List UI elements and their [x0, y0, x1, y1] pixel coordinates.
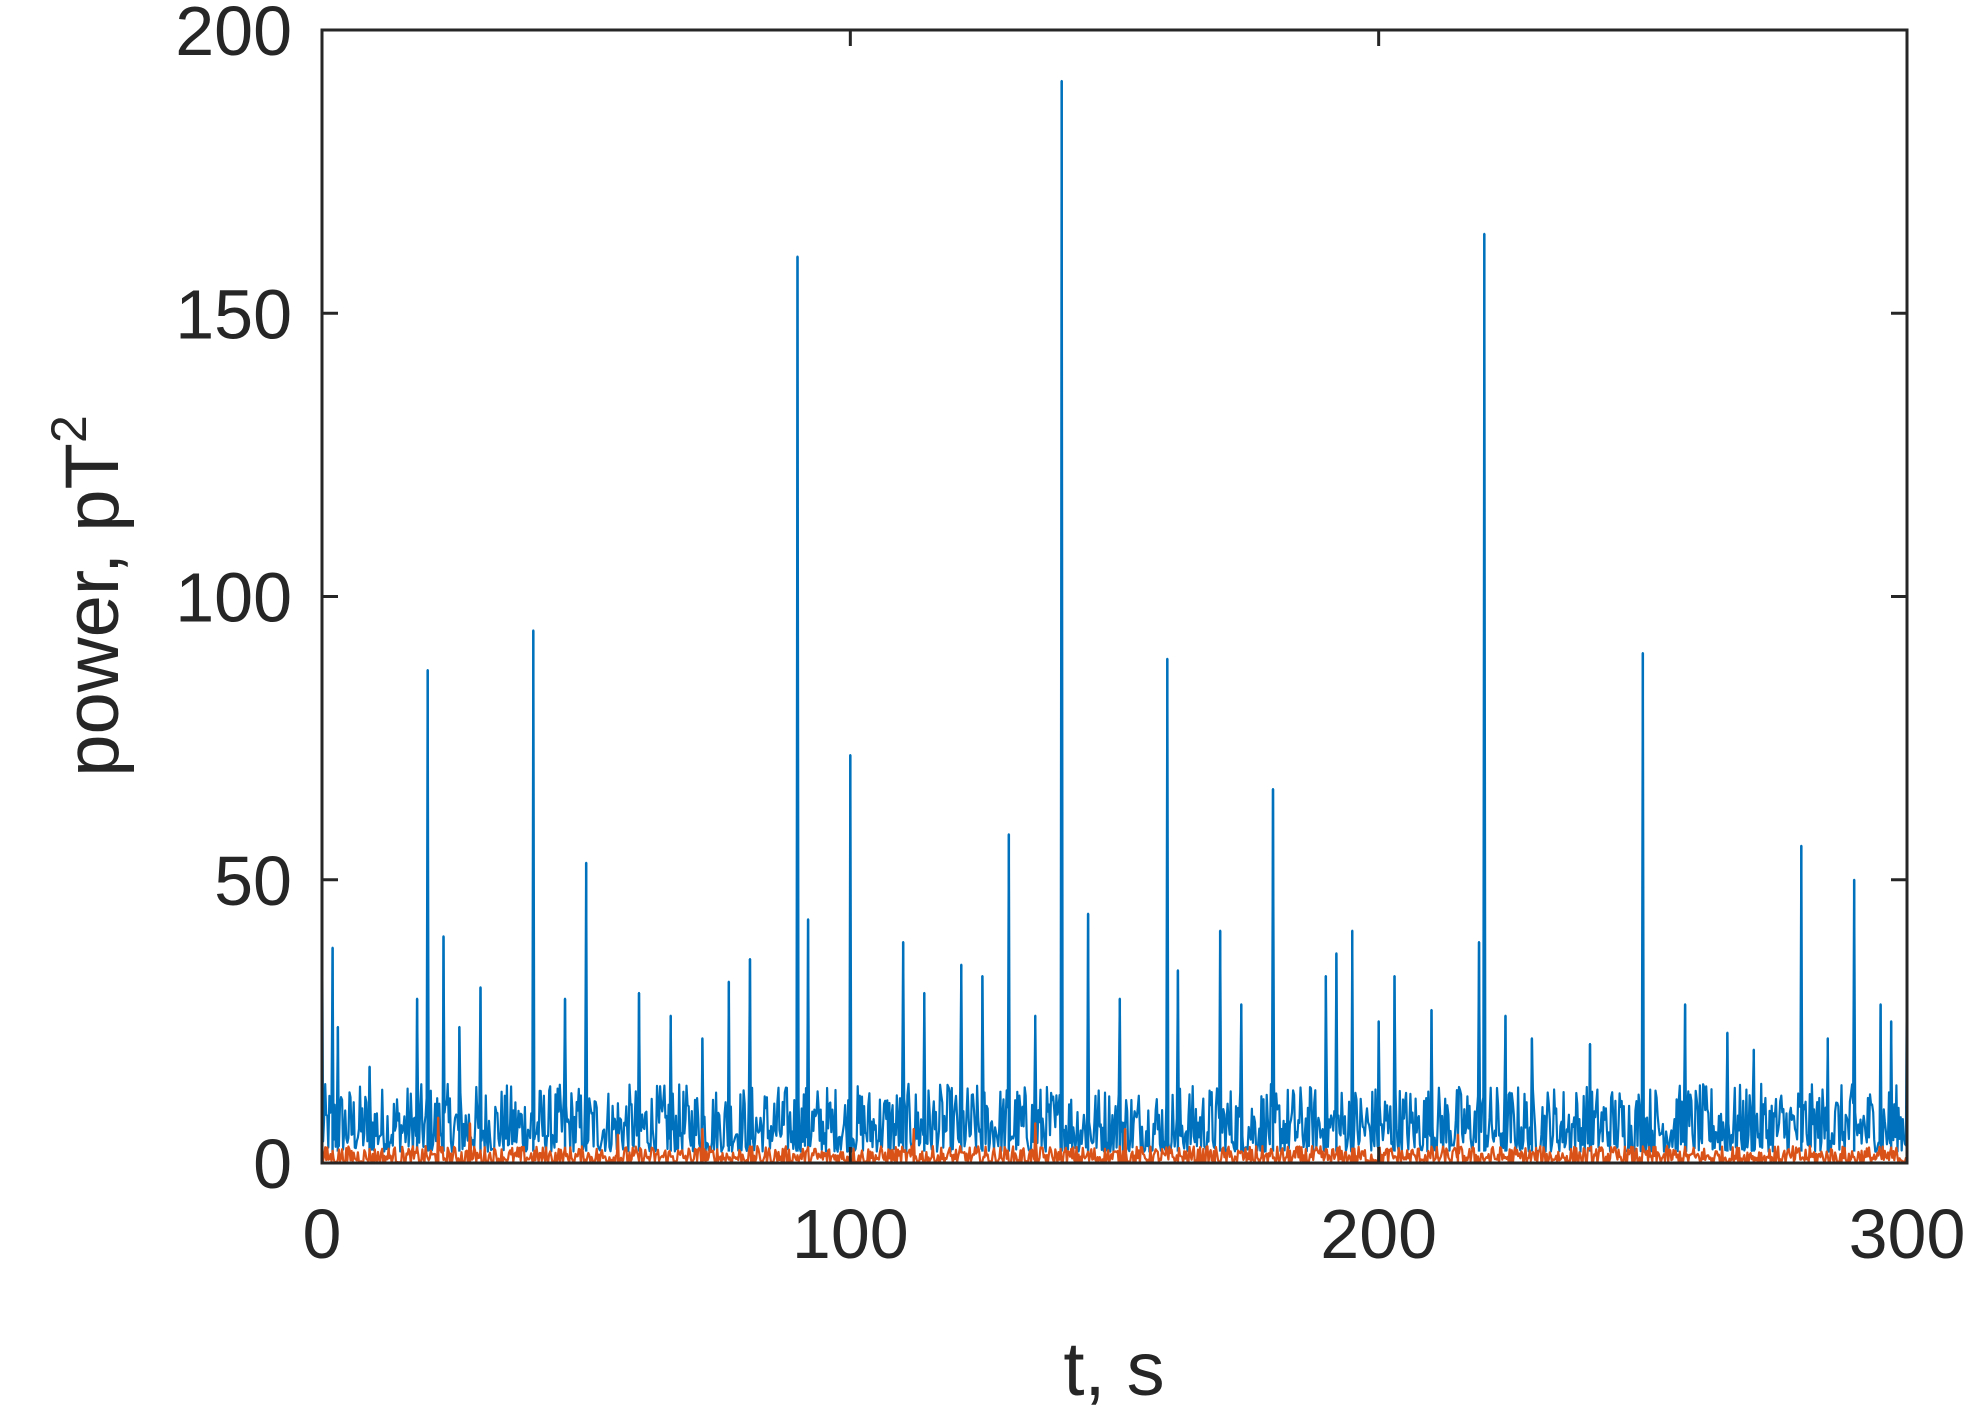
series-1 — [320, 79, 1909, 1153]
x-axis-label: t, s — [1063, 1327, 1164, 1412]
y-axis-label-superscript: 2 — [41, 415, 97, 443]
x-tick-label-0: 0 — [303, 1195, 342, 1273]
plot-area — [320, 28, 1909, 1165]
ticks-layer — [320, 28, 1909, 1165]
y-tick-label-3: 150 — [175, 275, 292, 353]
y-tick-label-0: 0 — [253, 1125, 292, 1203]
x-tick-label-3: 300 — [1849, 1195, 1966, 1273]
y-tick-label-4: 200 — [175, 0, 292, 70]
x-tick-label-1: 100 — [792, 1195, 909, 1273]
y-tick-label-2: 100 — [175, 559, 292, 637]
series-layer — [320, 79, 1909, 1165]
x-tick-label-2: 200 — [1320, 1195, 1437, 1273]
axes-box — [320, 28, 1909, 1165]
y-axis-label-base: power, pT — [50, 443, 135, 777]
y-axis-label: power, pT2 — [41, 415, 135, 777]
labels-layer: 0 100 200 300 0 50 100 150 200 — [175, 0, 1965, 1273]
series-1-line — [320, 79, 1909, 1153]
y-tick-label-1: 50 — [214, 842, 292, 920]
